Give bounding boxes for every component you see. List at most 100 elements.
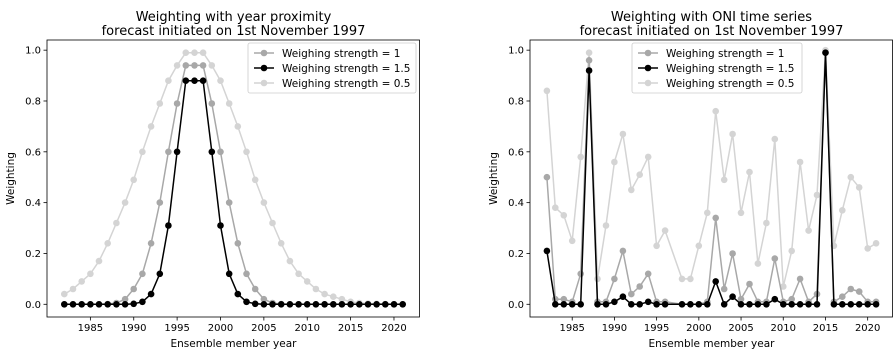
data-point [69,285,77,293]
data-point [611,298,618,306]
data-point [813,191,821,199]
legend-label: Weighing strength = 1.5 [282,63,410,75]
x-tick-label: 2010 [771,323,796,334]
y-tick-label: 0.4 [25,198,41,209]
data-point [737,301,745,308]
data-point [225,199,233,206]
y-tick-label: 0.6 [508,147,524,158]
data-point [661,301,669,308]
data-point [864,245,871,252]
data-point [303,278,311,285]
data-point [95,301,103,308]
data-point [729,250,736,257]
data-point [560,212,568,219]
data-point [130,300,137,308]
series-line [64,64,403,306]
y-tick-label: 0.0 [25,300,41,311]
data-point [678,301,686,308]
data-point [277,301,285,308]
y-tick-label: 0.0 [508,300,524,311]
data-point [577,301,584,308]
data-point [611,158,618,166]
data-point [754,301,762,308]
data-point [234,123,242,130]
y-tick-label: 1.0 [25,46,41,57]
data-point [330,293,337,301]
data-point [338,301,346,308]
data-point [251,285,259,293]
data-point [95,257,103,265]
data-point [78,278,85,285]
legend-label: Weighing strength = 1 [666,48,784,60]
legend-box [631,42,803,94]
data-point [822,49,829,56]
data-point [813,301,821,308]
data-point [746,168,753,176]
data-point [269,301,276,308]
plot-frame [46,39,420,318]
data-point [568,237,576,245]
data-point [644,298,652,306]
data-point [543,173,551,181]
chart-subtitle: forecast initiated on 1st November 1997 [580,24,844,39]
data-point [754,260,762,267]
data-point [678,275,686,283]
data-point [217,77,224,84]
data-point [720,301,728,308]
data-point [864,301,871,308]
data-point [182,77,190,84]
data-point [139,270,146,278]
data-point [712,107,719,115]
data-point [796,158,804,166]
data-point [165,77,172,84]
data-point [585,57,593,64]
data-point [720,285,728,293]
data-point [121,301,129,308]
data-point [208,148,216,156]
data-point [130,176,137,184]
data-point [602,301,610,308]
y-tick-label: 0.6 [25,147,41,158]
data-point [619,247,627,255]
data-point [312,285,320,293]
data-point [277,240,285,247]
data-point [182,62,190,69]
data-point [746,280,753,288]
data-point [780,301,787,308]
y-tick-label: 1.0 [508,46,524,57]
data-point [69,301,77,308]
series-line [63,51,403,306]
data-point [225,270,233,278]
legend-label: Weighing strength = 0.5 [666,78,794,90]
data-point [130,285,137,293]
data-point [847,301,855,308]
data-point [312,301,320,308]
data-point [199,49,207,56]
x-tick-label: 1995 [164,323,189,334]
x-tick-label: 2005 [728,323,753,334]
data-point [636,171,643,178]
data-point [234,240,242,247]
data-point [577,270,584,278]
data-point [269,219,276,227]
data-point [619,130,627,138]
data-point [737,209,745,217]
data-point [830,301,838,308]
legend-marker [260,79,268,87]
legend-label: Weighing strength = 0.5 [282,78,410,90]
data-point [295,270,302,278]
data-point [771,135,779,143]
data-point [872,301,880,308]
data-point [619,293,627,301]
data-point [628,290,635,298]
data-point [260,301,268,308]
y-tick-label: 0.2 [25,249,41,260]
x-tick-label: 1990 [121,323,146,334]
series-line [64,79,403,306]
data-point [788,247,795,255]
data-point [78,301,85,308]
data-point [695,301,703,308]
data-point [243,270,250,278]
